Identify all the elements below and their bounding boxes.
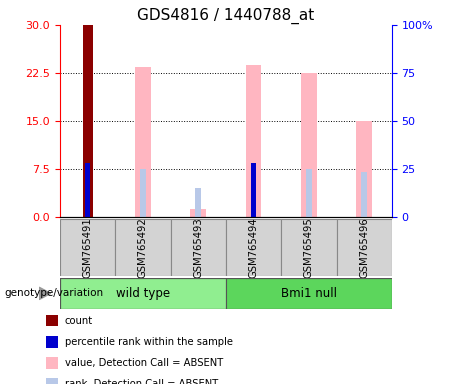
Bar — [135, 66, 151, 217]
Bar — [226, 219, 281, 276]
Bar — [115, 219, 171, 276]
Bar — [281, 219, 337, 276]
Text: count: count — [65, 316, 93, 326]
Bar — [246, 65, 261, 217]
Text: Bmi1 null: Bmi1 null — [281, 287, 337, 300]
Text: GSM765496: GSM765496 — [359, 217, 369, 278]
Bar — [226, 278, 392, 309]
Text: GSM765491: GSM765491 — [83, 217, 93, 278]
Bar — [195, 188, 201, 217]
Bar — [60, 219, 115, 276]
Bar — [85, 162, 90, 217]
Text: GSM765493: GSM765493 — [193, 217, 203, 278]
Title: GDS4816 / 1440788_at: GDS4816 / 1440788_at — [137, 7, 314, 23]
Text: GSM765494: GSM765494 — [248, 217, 259, 278]
Bar — [83, 25, 93, 217]
Text: wild type: wild type — [116, 287, 170, 300]
Bar — [171, 219, 226, 276]
Polygon shape — [39, 287, 51, 300]
Bar — [306, 169, 312, 217]
Text: percentile rank within the sample: percentile rank within the sample — [65, 337, 232, 347]
Bar — [337, 219, 392, 276]
Bar — [301, 73, 317, 217]
Text: GSM765495: GSM765495 — [304, 217, 314, 278]
Text: genotype/variation: genotype/variation — [5, 288, 104, 298]
Bar — [251, 162, 256, 217]
Bar — [356, 121, 372, 217]
Text: rank, Detection Call = ABSENT: rank, Detection Call = ABSENT — [65, 379, 218, 384]
Bar — [361, 172, 367, 217]
Text: GSM765492: GSM765492 — [138, 217, 148, 278]
Bar — [140, 169, 146, 217]
Bar — [60, 278, 226, 309]
Text: value, Detection Call = ABSENT: value, Detection Call = ABSENT — [65, 358, 223, 368]
Bar — [190, 209, 206, 217]
